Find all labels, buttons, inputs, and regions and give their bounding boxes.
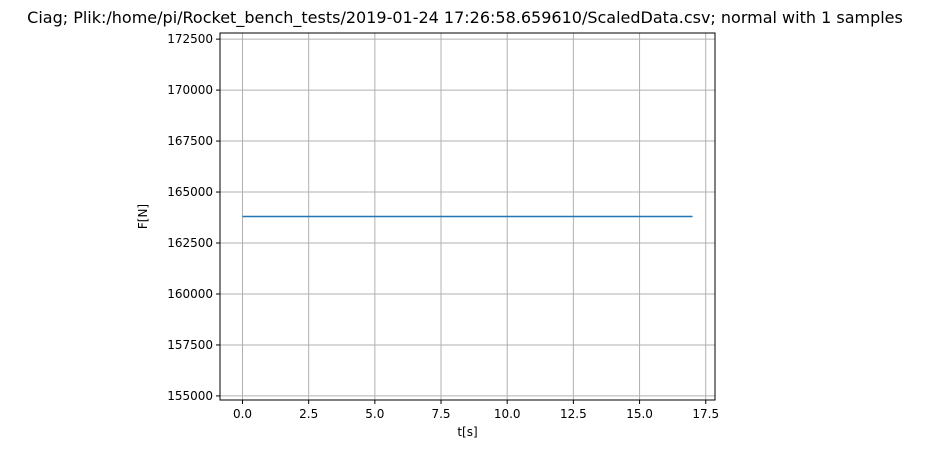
- x-tick-label: 0.0: [233, 407, 252, 421]
- x-tick-label: 17.5: [692, 407, 719, 421]
- y-axis-ticks: 155000 157500 160000 162500 165000 167500 1700…: [167, 32, 220, 403]
- x-tick-label: 7.5: [431, 407, 450, 421]
- y-tick-label: 157500: [167, 338, 213, 352]
- chart-title: Ciag; Plik:/home/pi/Rocket_bench_tests/2…: [27, 8, 903, 28]
- x-axis-ticks: 0.0 2.5 5.0 7.5 10.0 12.5 15.0 17.5: [233, 400, 719, 421]
- y-tick-label: 155000: [167, 389, 213, 403]
- x-tick-label: 10.0: [494, 407, 521, 421]
- plot-frame: [219, 32, 716, 401]
- y-tick-label: 170000: [167, 83, 213, 97]
- x-tick-label: 12.5: [560, 407, 587, 421]
- y-tick-label: 165000: [167, 185, 213, 199]
- x-axis-label: t[s]: [457, 425, 477, 439]
- y-axis-label: F[N]: [136, 204, 150, 229]
- y-tick-label: 172500: [167, 32, 213, 46]
- x-tick-label: 2.5: [299, 407, 318, 421]
- y-tick-label: 162500: [167, 236, 213, 250]
- y-tick-label: 167500: [167, 134, 213, 148]
- y-tick-label: 160000: [167, 287, 213, 301]
- x-tick-label: 5.0: [365, 407, 384, 421]
- x-tick-label: 15.0: [626, 407, 653, 421]
